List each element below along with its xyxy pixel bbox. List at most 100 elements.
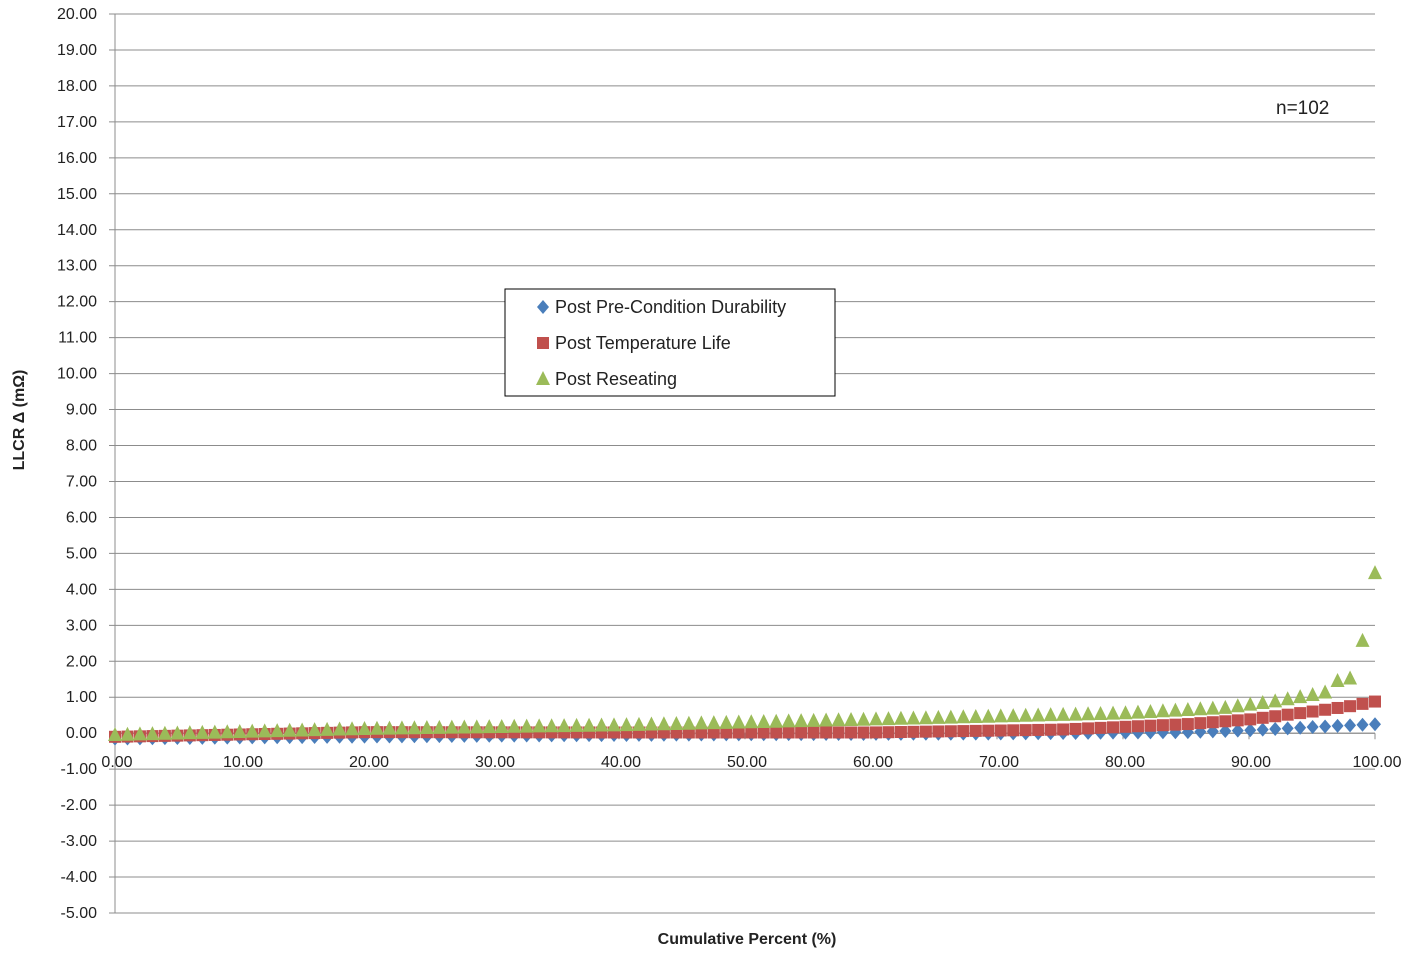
data-point xyxy=(1181,718,1194,731)
y-tick-label: 2.00 xyxy=(66,653,97,670)
y-tick-label: 12.00 xyxy=(57,294,97,311)
data-point xyxy=(1118,705,1133,720)
data-point xyxy=(1119,720,1132,733)
y-tick-label: 7.00 xyxy=(66,473,97,490)
data-point xyxy=(1356,717,1369,732)
data-point xyxy=(1355,632,1370,647)
data-point xyxy=(1268,693,1283,708)
data-point xyxy=(195,724,210,739)
data-point xyxy=(619,717,634,732)
data-point xyxy=(782,726,795,739)
data-point xyxy=(1306,720,1319,735)
data-point xyxy=(720,726,733,739)
y-tick-label: 10.00 xyxy=(57,366,97,383)
data-point xyxy=(856,711,871,726)
x-tick-label: 50.00 xyxy=(727,754,767,771)
data-point xyxy=(1031,707,1046,722)
data-point xyxy=(1256,722,1269,737)
data-point xyxy=(1293,689,1308,704)
y-tick-label: 15.00 xyxy=(57,186,97,203)
legend-label: Post Reseating xyxy=(555,369,677,389)
data-point xyxy=(1143,703,1158,718)
y-tick-label: -2.00 xyxy=(61,797,98,814)
data-point xyxy=(1369,695,1381,708)
data-point xyxy=(1218,699,1233,714)
data-point xyxy=(607,717,622,732)
y-tick-label: 18.00 xyxy=(57,78,97,95)
data-point xyxy=(419,720,434,735)
data-point xyxy=(893,710,908,725)
data-point xyxy=(1343,670,1358,685)
data-point xyxy=(706,715,721,730)
y-tick-label: -3.00 xyxy=(61,833,98,850)
data-point xyxy=(1319,703,1332,716)
data-point xyxy=(857,726,870,739)
data-point xyxy=(232,723,247,738)
data-point xyxy=(831,712,846,727)
x-tick-label: 100.00 xyxy=(1353,754,1402,771)
data-point xyxy=(1244,713,1257,726)
data-point xyxy=(1281,708,1294,721)
y-tick-label: 16.00 xyxy=(57,150,97,167)
data-point xyxy=(968,708,983,723)
data-point xyxy=(1205,700,1220,715)
legend-label: Post Temperature Life xyxy=(555,333,731,353)
sample-size-annotation: n=102 xyxy=(1276,98,1329,119)
data-point xyxy=(1255,695,1270,710)
data-point xyxy=(394,720,409,735)
data-point xyxy=(382,720,397,735)
marks-layer xyxy=(108,565,1382,746)
legend-marker-diamond xyxy=(537,300,549,314)
x-tick-label: 40.00 xyxy=(601,754,641,771)
data-point xyxy=(182,725,197,740)
data-point xyxy=(731,714,746,729)
y-tick-label: 3.00 xyxy=(66,617,97,634)
data-point xyxy=(1280,691,1295,706)
data-point xyxy=(631,716,646,731)
x-tick-label: 70.00 xyxy=(979,754,1019,771)
data-point xyxy=(695,726,708,739)
data-point xyxy=(444,719,459,734)
y-axis-title: LLCR Δ (mΩ) xyxy=(11,370,28,471)
data-point xyxy=(1230,698,1245,713)
data-point xyxy=(919,725,932,738)
data-point xyxy=(357,720,372,735)
data-point xyxy=(1331,718,1344,733)
data-point xyxy=(820,726,833,739)
data-point xyxy=(681,715,696,730)
x-tick-label: 80.00 xyxy=(1105,754,1145,771)
legend-label: Post Pre-Condition Durability xyxy=(555,297,786,317)
data-point xyxy=(1306,705,1319,718)
data-point xyxy=(906,710,921,725)
data-point xyxy=(1057,723,1070,736)
data-point xyxy=(594,717,609,732)
data-point xyxy=(1231,714,1244,727)
data-point xyxy=(1068,706,1083,721)
data-point xyxy=(1044,723,1057,736)
data-point xyxy=(1331,701,1344,714)
data-point xyxy=(795,726,808,739)
data-point xyxy=(1243,696,1258,711)
data-point xyxy=(806,712,821,727)
data-point xyxy=(882,726,895,739)
data-point xyxy=(582,717,597,732)
legend: Post Pre-Condition Durability Post Temper… xyxy=(504,288,836,397)
data-point xyxy=(257,723,272,738)
data-point xyxy=(1344,718,1357,733)
data-point xyxy=(1032,723,1045,736)
legend-items: Post Pre-Condition Durability Post Temper… xyxy=(536,297,786,389)
data-point xyxy=(1056,706,1071,721)
data-point xyxy=(1206,716,1219,729)
data-point xyxy=(1318,684,1333,699)
data-point xyxy=(770,726,783,739)
data-point xyxy=(1155,703,1170,718)
data-point xyxy=(781,713,796,728)
data-point xyxy=(557,718,572,733)
data-point xyxy=(282,722,297,737)
data-point xyxy=(1193,701,1208,716)
data-point xyxy=(1194,717,1207,730)
data-point xyxy=(332,721,347,736)
y-tick-label: -4.00 xyxy=(61,869,98,886)
